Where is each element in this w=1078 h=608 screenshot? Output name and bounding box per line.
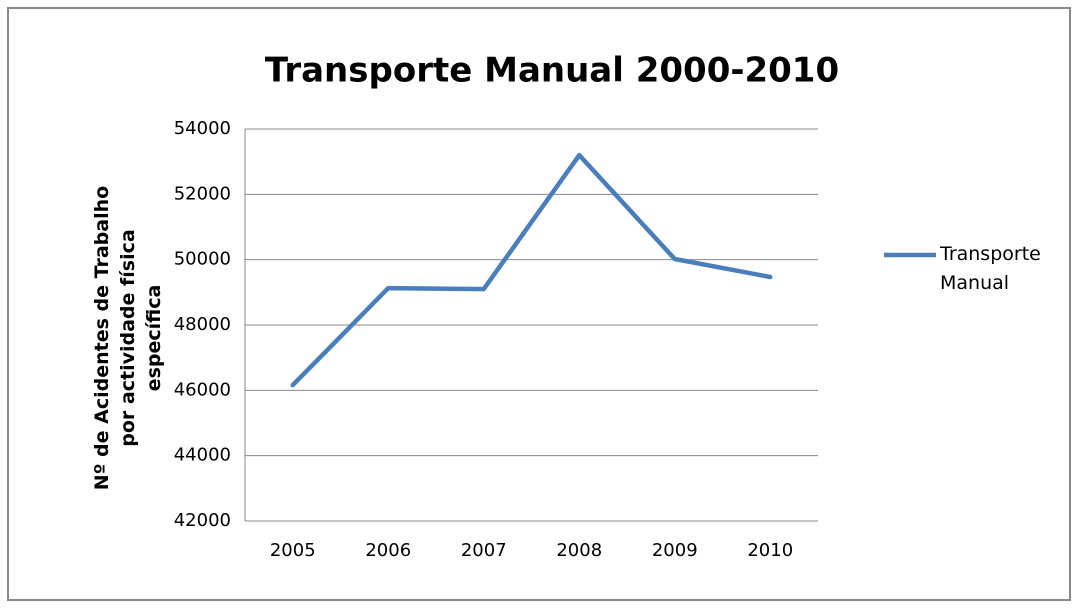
y-tick-label: 44000	[174, 445, 231, 466]
legend-label: Transporte Manual	[940, 243, 1041, 294]
x-tick-label: 2006	[365, 540, 411, 561]
x-tick-label: 2007	[461, 540, 507, 561]
y-tick-label: 42000	[174, 510, 231, 531]
y-tick-label: 50000	[174, 249, 231, 270]
x-tick-label: 2010	[747, 540, 793, 561]
chart-title: Transporte Manual 2000-2010	[265, 51, 839, 91]
y-tick-label: 48000	[174, 314, 231, 335]
y-tick-label: 52000	[174, 183, 231, 204]
chart-border	[7, 7, 1071, 601]
series-line	[290, 152, 773, 388]
y-tick-label: 54000	[174, 118, 231, 139]
y-tick-label: 46000	[174, 379, 231, 400]
x-tick-label: 2009	[652, 540, 698, 561]
y-axis-label: Nº de Acidentes de Trabalho por activida…	[91, 185, 165, 491]
x-tick-label: 2008	[556, 540, 602, 561]
x-tick-label: 2005	[270, 540, 316, 561]
